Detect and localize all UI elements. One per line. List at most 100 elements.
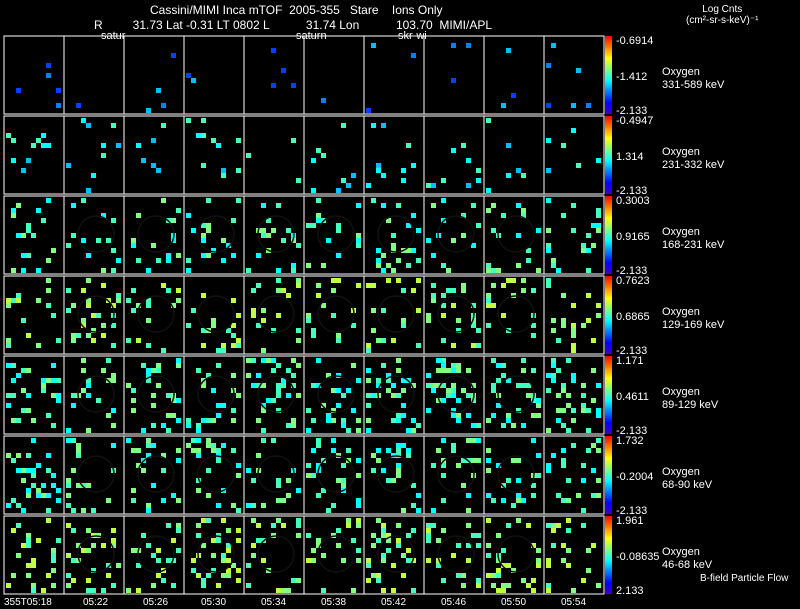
- pixel: [66, 523, 71, 528]
- pixel: [146, 438, 151, 443]
- pixel: [86, 393, 91, 398]
- pixel: [486, 448, 491, 453]
- pixel: [31, 473, 36, 478]
- pixel: [336, 338, 341, 343]
- pixel: [366, 393, 371, 398]
- pixel: [496, 588, 501, 593]
- image-panel: [303, 35, 365, 115]
- image-panel: [483, 355, 545, 435]
- pixel: [341, 178, 346, 183]
- pixel: [566, 403, 571, 408]
- pixel: [586, 548, 591, 553]
- pixel: [51, 378, 56, 383]
- pixel: [156, 558, 161, 563]
- pixel: [571, 348, 576, 353]
- pixel: [311, 328, 316, 333]
- pixel: [131, 448, 136, 453]
- pixel: [476, 578, 481, 583]
- pixel: [261, 348, 266, 353]
- pixel: [546, 228, 551, 233]
- pixel: [546, 558, 551, 563]
- pixel: [376, 458, 381, 463]
- image-panel: [243, 355, 305, 435]
- pixel: [441, 358, 446, 363]
- planet-outline: [77, 375, 115, 413]
- pixel: [261, 233, 266, 238]
- pixel: [251, 543, 256, 548]
- pixel: [346, 183, 351, 188]
- panel-frame: [303, 115, 365, 195]
- pixel: [471, 203, 476, 208]
- pixel: [486, 298, 491, 303]
- pixel: [76, 443, 81, 448]
- pixel: [581, 323, 586, 328]
- pixel: [416, 493, 421, 498]
- planet-outline: [497, 455, 535, 493]
- image-panel: [3, 275, 65, 355]
- pixel: [161, 103, 166, 108]
- pixel: [176, 288, 181, 293]
- pixel: [51, 568, 56, 573]
- pixel: [291, 423, 296, 428]
- pixel: [276, 278, 281, 283]
- pixel: [386, 478, 391, 483]
- pixel: [171, 583, 176, 588]
- pixel: [331, 313, 336, 318]
- pixel: [261, 558, 266, 563]
- pixel: [471, 458, 476, 463]
- pixel: [256, 453, 261, 458]
- pixel: [261, 308, 266, 313]
- pixel: [71, 558, 76, 563]
- time-label: 05:46: [441, 597, 467, 608]
- image-panel: [63, 355, 125, 435]
- units-line1: Log Cnts: [702, 4, 743, 15]
- pixel: [476, 168, 481, 173]
- pixel: [86, 123, 91, 128]
- pixel: [46, 288, 51, 293]
- pixel: [176, 358, 181, 363]
- image-panel: [63, 195, 125, 275]
- pixel: [441, 438, 446, 443]
- pixel: [546, 588, 551, 593]
- planet-outline: [317, 455, 355, 493]
- image-panel: [123, 195, 185, 275]
- image-panel: [423, 115, 485, 195]
- pixel: [26, 158, 31, 163]
- pixel: [96, 238, 101, 243]
- pixel: [131, 548, 136, 553]
- pixel: [441, 473, 446, 478]
- pixel: [516, 458, 521, 463]
- image-panel: [363, 515, 425, 595]
- pixel: [521, 498, 526, 503]
- pixel: [36, 488, 41, 493]
- image-panel: [243, 275, 305, 355]
- pixel: [456, 413, 461, 418]
- planet-outline: [197, 375, 235, 413]
- pixel: [366, 563, 371, 568]
- pixel: [321, 488, 326, 493]
- pixel: [86, 383, 91, 388]
- pixel: [206, 443, 211, 448]
- pixel: [111, 343, 116, 348]
- pixel: [176, 298, 181, 303]
- pixel: [21, 543, 26, 548]
- pixel: [151, 553, 156, 558]
- pixel: [591, 398, 596, 403]
- pixel: [561, 388, 566, 393]
- pixel: [276, 383, 281, 388]
- pixel: [246, 563, 251, 568]
- pixel: [411, 503, 416, 508]
- pixel: [306, 428, 311, 433]
- pixel: [101, 333, 106, 338]
- pixel: [176, 498, 181, 503]
- pixel: [486, 543, 491, 548]
- pixel: [561, 213, 566, 218]
- pixel: [391, 393, 396, 398]
- pixel: [31, 588, 36, 593]
- pixel: [81, 238, 86, 243]
- pixel: [431, 463, 436, 468]
- pixel: [581, 393, 586, 398]
- pixel: [36, 343, 41, 348]
- panel-frame: [183, 195, 245, 275]
- pixel: [136, 563, 141, 568]
